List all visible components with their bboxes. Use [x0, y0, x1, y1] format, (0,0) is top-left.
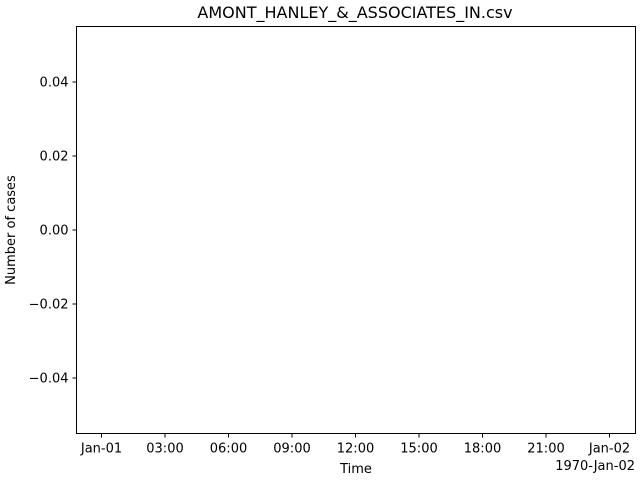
- x-tick-label: 18:00: [464, 442, 501, 457]
- y-tick-label: 0.04: [40, 76, 69, 91]
- x-tick-label: 06:00: [210, 442, 247, 457]
- y-tick-label: 0.02: [40, 150, 69, 165]
- x-tick-label: 21:00: [527, 442, 564, 457]
- x-axis-title: Time: [339, 462, 372, 477]
- y-tick-label: −0.04: [29, 372, 69, 387]
- x-tick-label: 12:00: [337, 442, 374, 457]
- plot-area-frame: [76, 26, 636, 434]
- y-axis-title: Number of cases: [4, 175, 19, 285]
- x-tick-label: 03:00: [146, 442, 183, 457]
- x-axis: Jan-01 03:00 06:00 09:00 12:00 15:00 18:00 21:0…: [80, 433, 630, 457]
- x-tick-label: Jan-01: [80, 442, 122, 457]
- chart-title: AMONT_HANLEY_&_ASSOCIATES_IN.csv: [197, 3, 512, 23]
- y-tick-label: −0.02: [29, 298, 69, 313]
- x-tick-label: 09:00: [273, 442, 310, 457]
- x-tick-label: 15:00: [400, 442, 437, 457]
- x-tick-label: Jan-02: [588, 442, 630, 457]
- y-tick-label: 0.00: [40, 224, 69, 239]
- x-axis-offset-label: 1970-Jan-02: [555, 459, 635, 474]
- y-axis: 0.04 0.02 0.00 −0.02 −0.04: [29, 76, 77, 387]
